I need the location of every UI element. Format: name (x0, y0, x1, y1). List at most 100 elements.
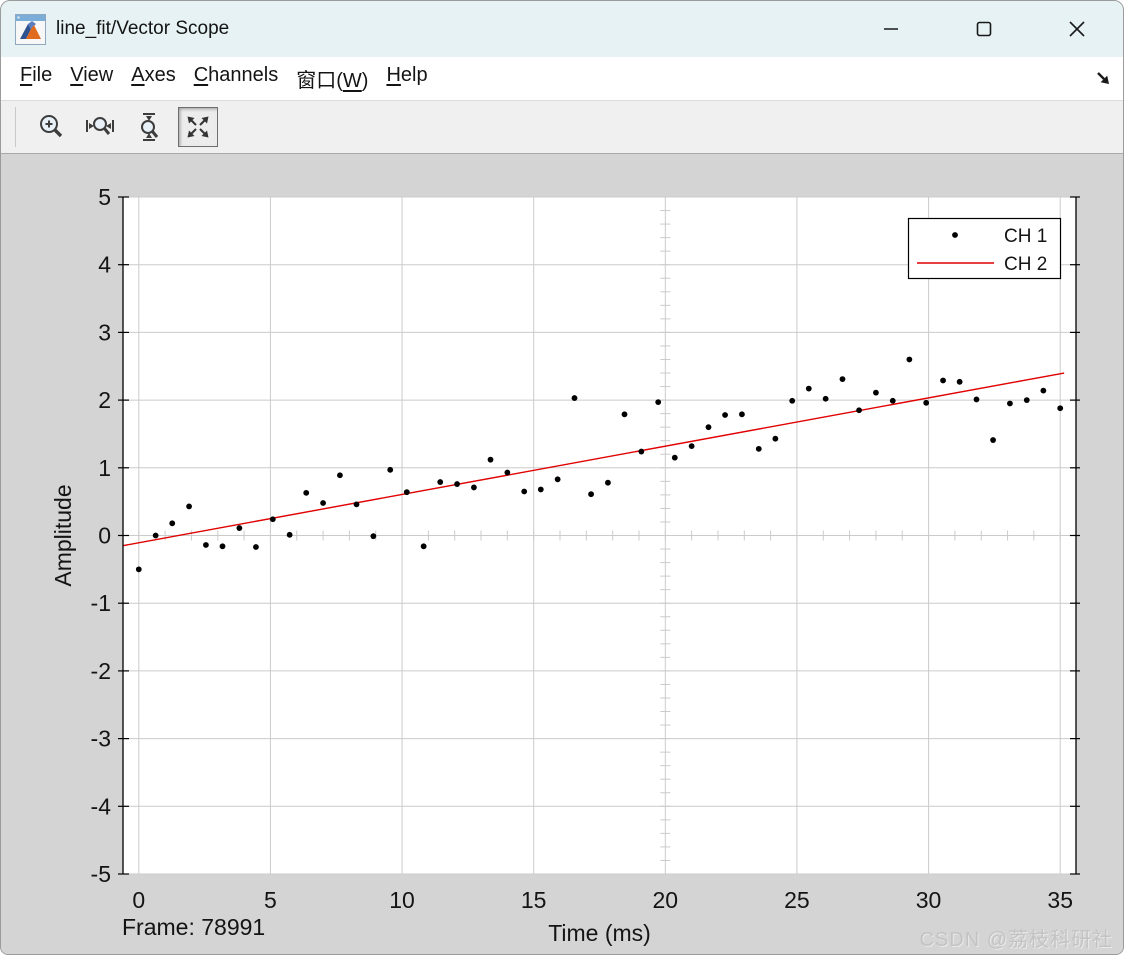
zoom-y-axis-button[interactable] (129, 107, 169, 147)
x-tick-label: 10 (389, 887, 415, 913)
menu-w[interactable]: 窗口(W) (296, 70, 369, 92)
x-tick-label: 20 (653, 887, 679, 913)
ch1-data-point (621, 411, 628, 418)
ch1-data-point (605, 479, 611, 486)
ch1-data-point (337, 472, 343, 479)
ch1-data-point (286, 531, 293, 538)
x-tick-label: 15 (521, 887, 547, 913)
ch1-data-point (353, 501, 360, 508)
ch1-data-point (403, 489, 410, 496)
ch1-data-point (1057, 405, 1064, 412)
close-icon (1068, 21, 1085, 37)
ch1-data-point (805, 385, 812, 392)
autoscale-icon (187, 116, 209, 138)
legend-label: CH 1 (1004, 226, 1047, 247)
ch1-data-point (940, 377, 946, 384)
legend-label: CH 2 (1004, 254, 1047, 275)
toolbar (1, 101, 1123, 154)
ch1-data-point (789, 397, 796, 404)
ch1-data-point (521, 488, 528, 495)
ch1-data-point (1040, 387, 1047, 394)
zoom-y-axis-icon (141, 113, 159, 141)
ch1-data-point (504, 469, 511, 476)
x-tick-label: 5 (264, 887, 277, 913)
ch1-data-point (420, 543, 427, 550)
x-tick-label: 35 (1047, 887, 1073, 913)
ch1-data-point (688, 443, 695, 450)
close-button[interactable] (1030, 1, 1123, 57)
window-title: line_fit/Vector Scope (56, 18, 230, 39)
maximize-icon (976, 21, 991, 37)
menu-view[interactable]: View (70, 64, 114, 86)
ch1-data-point (755, 445, 762, 452)
dock-figure-button[interactable] (1092, 67, 1114, 89)
y-tick-label: -4 (91, 793, 112, 819)
ch1-data-point (923, 399, 930, 406)
ch1-data-point (671, 454, 678, 461)
y-tick-label: 1 (98, 455, 111, 481)
ch1-data-point (253, 544, 259, 550)
ch1-data-point (320, 500, 326, 506)
matlab-figure-icon (15, 13, 46, 45)
ch1-data-point (169, 520, 176, 527)
legend[interactable]: CH 1 CH 2 (907, 217, 1062, 280)
titlebar: line_fit/Vector Scope (1, 1, 1123, 57)
minimize-icon (883, 28, 898, 30)
ch1-data-point (956, 378, 963, 385)
x-axis-label: Time (ms) (548, 920, 651, 946)
autoscale-button[interactable] (178, 107, 218, 147)
ch1-data-point (772, 435, 779, 442)
zoom-x-axis-button[interactable] (80, 107, 120, 147)
minimize-button[interactable] (844, 1, 937, 57)
window-controls (844, 1, 1123, 57)
dock-arrow-icon (1096, 71, 1109, 84)
ch1-data-point (554, 476, 561, 483)
ch1-data-point (655, 399, 662, 406)
x-tick-label: 25 (784, 887, 810, 913)
menu-channels[interactable]: Channels (193, 64, 279, 86)
ch1-data-point (839, 376, 846, 383)
toolbar-grip (15, 107, 16, 147)
ch1-data-point (135, 566, 142, 573)
ch1-data-point (739, 411, 745, 418)
zoom-x-axis-icon (86, 117, 114, 135)
ch1-data-point (873, 389, 879, 396)
ch1-data-point (889, 397, 896, 404)
x-tick-label: 0 (132, 887, 145, 913)
ch1-data-point (822, 395, 829, 402)
y-axis-label: Amplitude (50, 484, 76, 586)
ch1-data-point (437, 479, 444, 485)
legend-box (907, 217, 1062, 280)
ch1-data-point (487, 456, 494, 463)
y-tick-label: -2 (91, 658, 111, 684)
figure-workspace: 0 5 10 15 20 25 30 35 -5 -4 -3 -2 -1 0 1 2 3 4 5 Time (ms) A… (1, 154, 1123, 954)
ch1-data-point (537, 486, 544, 493)
ch2-fit-line (122, 372, 1065, 547)
y-tick-label: 4 (98, 252, 111, 278)
menu-axes[interactable]: Axes (131, 64, 176, 86)
y-tick-label: 0 (98, 523, 111, 549)
zoom-in-button[interactable] (31, 107, 71, 147)
ch1-data-point (588, 491, 594, 498)
ch1-data-point (571, 395, 578, 401)
menu-file[interactable]: File (20, 64, 53, 86)
menu-help[interactable]: Help (386, 64, 428, 86)
menubar: File View Axes Channels 窗口(W) Help (1, 57, 1123, 101)
ch1-data-point (638, 448, 645, 455)
y-tick-label: 2 (98, 387, 111, 413)
ch1-data-point (471, 484, 477, 491)
y-tick-label: 3 (98, 319, 111, 345)
ch1-data-point (990, 437, 996, 443)
x-tick-label: 30 (916, 887, 942, 913)
ch1-data-point (722, 412, 728, 418)
ch1-data-point (203, 542, 209, 548)
maximize-button[interactable] (937, 1, 1030, 57)
ch1-data-point (387, 466, 394, 473)
y-tick-label: -1 (91, 590, 111, 616)
ch1-data-point (186, 503, 192, 510)
menu-items: File View Axes Channels 窗口(W) Help (11, 64, 437, 93)
ch1-data-point (856, 407, 862, 414)
ch1-data-point (219, 543, 226, 550)
watermark: CSDN @荔枝科研社 (919, 929, 1113, 951)
